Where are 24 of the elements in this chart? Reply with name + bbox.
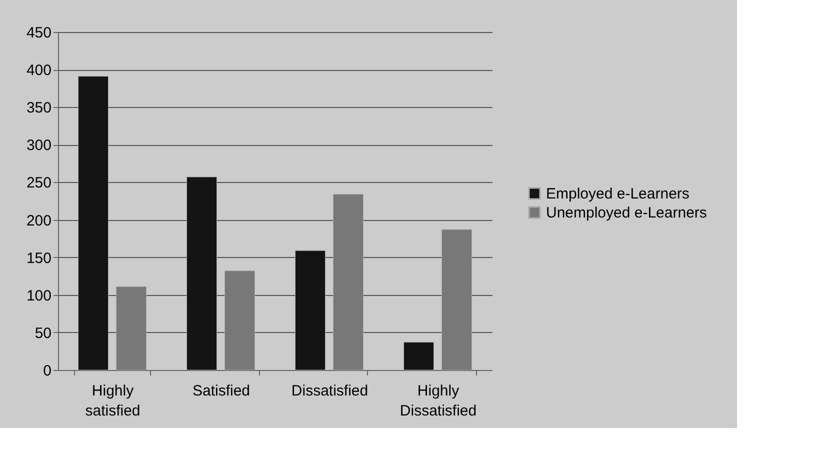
- y-tick-label: 50: [34, 324, 52, 342]
- bar: [295, 250, 326, 370]
- bar: [404, 342, 434, 370]
- y-tick-label: 450: [26, 24, 52, 42]
- y-tick-label: 0: [43, 362, 52, 380]
- y-tick-label: 100: [26, 287, 52, 304]
- x-tick-label: Satisfied: [192, 382, 250, 400]
- y-tick-label: 350: [26, 100, 52, 117]
- legend-label: Unemployed e-Learners: [546, 204, 707, 222]
- y-tick-label: 150: [26, 250, 52, 267]
- x-tick-label: Highly satisfied: [85, 382, 140, 420]
- bar: [78, 76, 109, 370]
- bar: [116, 286, 146, 370]
- y-tick-label: 200: [26, 212, 52, 230]
- legend-label: Employed e-Learners: [546, 186, 690, 202]
- bar: [224, 270, 255, 370]
- x-tick-label: Dissatisfied: [291, 382, 368, 400]
- x-tick-label: Highly Dissatisfied: [400, 382, 477, 420]
- bar: [332, 194, 364, 370]
- y-tick-label: 250: [26, 174, 52, 192]
- bar: [441, 229, 472, 370]
- bar: [186, 176, 218, 370]
- y-tick-label: 300: [26, 137, 52, 154]
- y-tick-label: 400: [26, 62, 52, 80]
